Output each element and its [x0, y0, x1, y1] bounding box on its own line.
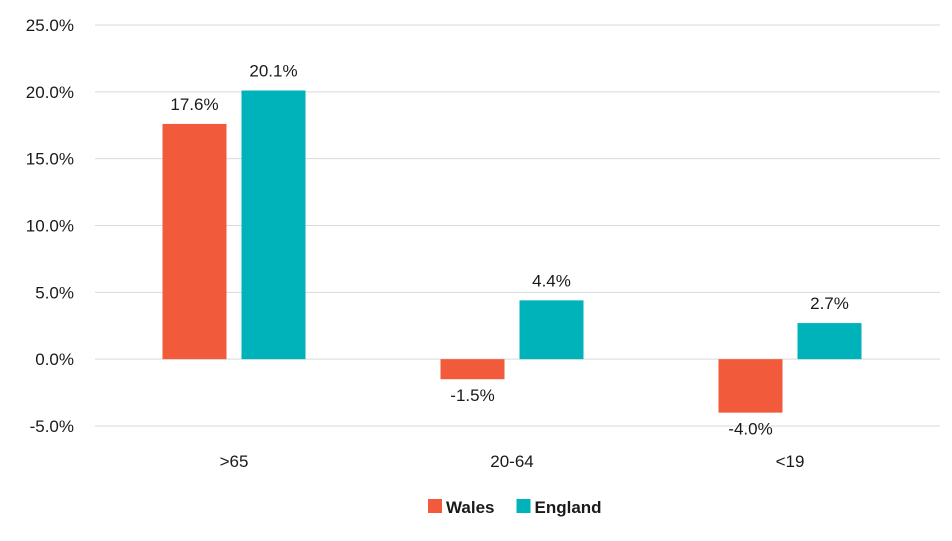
data-label: 2.7%: [810, 294, 849, 313]
legend: Wales England: [428, 498, 602, 517]
data-label: 4.4%: [532, 271, 571, 290]
bar-england-2: [797, 323, 862, 360]
data-label: 20.1%: [249, 61, 297, 80]
x-tick-label: <19: [776, 452, 805, 471]
legend-label-england: England: [535, 498, 602, 517]
y-tick-label: 5.0%: [35, 283, 74, 302]
gridlines: [95, 24, 940, 427]
bar-england-0: [241, 90, 306, 360]
y-tick-label: 0.0%: [35, 350, 74, 369]
data-label: -1.5%: [450, 386, 494, 405]
x-tick-label: >65: [220, 452, 249, 471]
bar-england-1: [519, 300, 584, 360]
bars: [162, 90, 862, 413]
y-tick-label: 15.0%: [26, 150, 74, 169]
data-label: -4.0%: [728, 420, 772, 439]
y-tick-label: 25.0%: [26, 16, 74, 35]
legend-swatch-england: [516, 499, 531, 513]
x-axis: >65 20-64 <19: [220, 452, 805, 471]
data-labels: 17.6% -1.5% -4.0% 20.1% 4.4% 2.7%: [170, 61, 848, 438]
bar-wales-2: [718, 359, 783, 413]
y-axis: -5.0% 0.0% 5.0% 10.0% 15.0% 20.0% 25.0%: [26, 16, 74, 436]
legend-swatch-wales: [428, 499, 442, 513]
bar-wales-1: [440, 359, 505, 380]
y-tick-label: -5.0%: [30, 417, 74, 436]
y-tick-label: 10.0%: [26, 217, 74, 236]
bar-wales-0: [162, 123, 227, 360]
y-tick-label: 20.0%: [26, 83, 74, 102]
x-tick-label: 20-64: [490, 452, 533, 471]
legend-label-wales: Wales: [446, 498, 495, 517]
data-label: 17.6%: [170, 95, 218, 114]
